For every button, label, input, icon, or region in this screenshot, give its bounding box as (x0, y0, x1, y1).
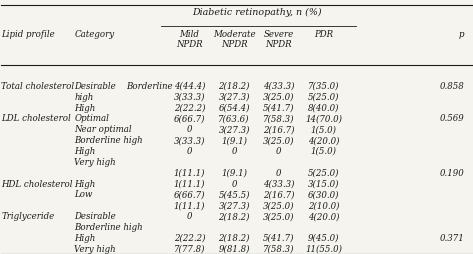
Text: 6(54.4): 6(54.4) (219, 104, 250, 113)
Text: 9(81.8): 9(81.8) (219, 245, 250, 254)
Text: 0: 0 (187, 125, 192, 134)
Text: Desirable: Desirable (74, 82, 116, 91)
Text: 2(18.2): 2(18.2) (219, 82, 250, 91)
Text: 2(18.2): 2(18.2) (219, 234, 250, 243)
Text: Moderate
NPDR: Moderate NPDR (213, 29, 255, 49)
Text: 3(27.3): 3(27.3) (219, 201, 250, 210)
Text: 4(33.3): 4(33.3) (263, 180, 295, 189)
Text: 5(25.0): 5(25.0) (308, 169, 339, 178)
Text: 2(16.7): 2(16.7) (263, 190, 295, 199)
Text: 7(58.3): 7(58.3) (263, 115, 295, 123)
Text: 6(66.7): 6(66.7) (174, 115, 205, 123)
Text: Total cholesterol: Total cholesterol (1, 82, 75, 91)
Text: 0: 0 (231, 147, 237, 156)
Text: 0.371: 0.371 (440, 234, 464, 243)
Text: 7(63.6): 7(63.6) (219, 115, 250, 123)
Text: 1(5.0): 1(5.0) (310, 125, 336, 134)
Text: 3(27.3): 3(27.3) (219, 93, 250, 102)
Text: 7(58.3): 7(58.3) (263, 245, 295, 254)
Text: 0: 0 (231, 180, 237, 189)
Text: 3(25.0): 3(25.0) (263, 212, 295, 221)
Text: Diabetic retinopathy, n (%): Diabetic retinopathy, n (%) (192, 7, 321, 17)
Text: p: p (459, 29, 464, 39)
Text: Category: Category (74, 29, 114, 39)
Text: Mild
NPDR: Mild NPDR (176, 29, 203, 49)
Text: 5(41.7): 5(41.7) (263, 234, 295, 243)
Text: 1(9.1): 1(9.1) (221, 136, 247, 145)
Text: 1(11.1): 1(11.1) (174, 180, 205, 189)
Text: High: High (74, 180, 96, 189)
Text: 7(35.0): 7(35.0) (308, 82, 339, 91)
Text: Borderline high: Borderline high (74, 223, 143, 232)
Text: 5(45.5): 5(45.5) (219, 190, 250, 199)
Text: 0.569: 0.569 (440, 115, 464, 123)
Text: PDR: PDR (314, 29, 333, 39)
Text: Lipid profile: Lipid profile (1, 29, 55, 39)
Text: 3(33.3): 3(33.3) (174, 93, 205, 102)
Text: 0: 0 (276, 169, 281, 178)
Text: High: High (74, 234, 96, 243)
Text: 1(11.1): 1(11.1) (174, 201, 205, 210)
Text: 2(10.0): 2(10.0) (308, 201, 339, 210)
Text: 1(5.0): 1(5.0) (310, 147, 336, 156)
Text: 6(66.7): 6(66.7) (174, 190, 205, 199)
Text: 2(16.7): 2(16.7) (263, 125, 295, 134)
Text: Borderline high: Borderline high (74, 136, 143, 145)
Text: 4(20.0): 4(20.0) (308, 136, 339, 145)
Text: Borderline: Borderline (126, 82, 173, 91)
Text: Triglyceride: Triglyceride (1, 212, 55, 221)
Text: Desirable: Desirable (74, 212, 116, 221)
Text: 0.858: 0.858 (440, 82, 464, 91)
Text: 14(70.0): 14(70.0) (305, 115, 342, 123)
Text: 2(22.2): 2(22.2) (174, 234, 205, 243)
Text: Very high: Very high (74, 158, 116, 167)
Text: 3(25.0): 3(25.0) (263, 201, 295, 210)
Text: 7(77.8): 7(77.8) (174, 245, 205, 254)
Text: HDL cholesterol: HDL cholesterol (1, 180, 73, 189)
Text: 0: 0 (276, 147, 281, 156)
Text: high: high (74, 93, 94, 102)
Text: 2(22.2): 2(22.2) (174, 104, 205, 113)
Text: High: High (74, 147, 96, 156)
Text: 6(30.0): 6(30.0) (308, 190, 339, 199)
Text: High: High (74, 104, 96, 113)
Text: 8(40.0): 8(40.0) (308, 104, 339, 113)
Text: 3(15.0): 3(15.0) (308, 180, 339, 189)
Text: 3(33.3): 3(33.3) (174, 136, 205, 145)
Text: 1(11.1): 1(11.1) (174, 169, 205, 178)
Text: LDL cholesterol: LDL cholesterol (1, 115, 71, 123)
Text: 0.190: 0.190 (440, 169, 464, 178)
Text: 0: 0 (187, 147, 192, 156)
Text: 3(25.0): 3(25.0) (263, 136, 295, 145)
Text: 0: 0 (187, 212, 192, 221)
Text: 4(20.0): 4(20.0) (308, 212, 339, 221)
Text: Near optimal: Near optimal (74, 125, 132, 134)
Text: 1(9.1): 1(9.1) (221, 169, 247, 178)
Text: 9(45.0): 9(45.0) (308, 234, 339, 243)
Text: 5(41.7): 5(41.7) (263, 104, 295, 113)
Text: 3(25.0): 3(25.0) (263, 93, 295, 102)
Text: 2(18.2): 2(18.2) (219, 212, 250, 221)
Text: Optimal: Optimal (74, 115, 109, 123)
Text: Low: Low (74, 190, 93, 199)
Text: 11(55.0): 11(55.0) (305, 245, 342, 254)
Text: 3(27.3): 3(27.3) (219, 125, 250, 134)
Text: Very high: Very high (74, 245, 116, 254)
Text: 4(44.4): 4(44.4) (174, 82, 205, 91)
Text: Severe
NPDR: Severe NPDR (263, 29, 294, 49)
Text: 5(25.0): 5(25.0) (308, 93, 339, 102)
Text: 4(33.3): 4(33.3) (263, 82, 295, 91)
